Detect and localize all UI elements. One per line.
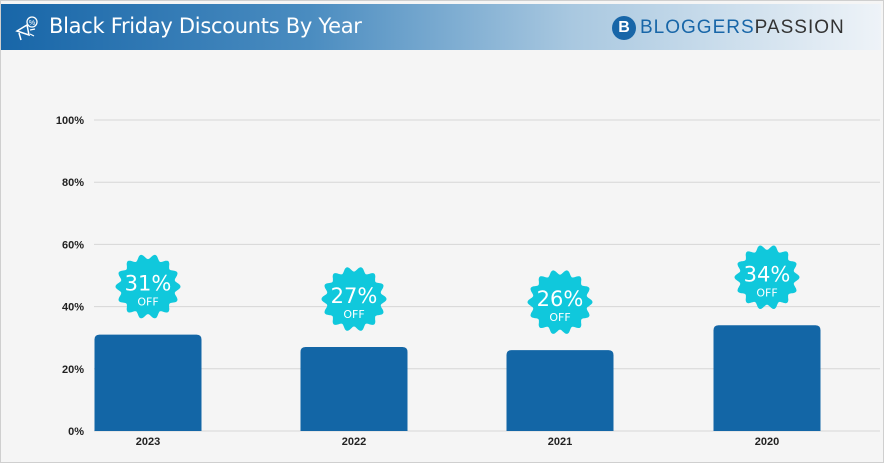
- discount-badge: [115, 254, 181, 319]
- svg-text:%: %: [29, 20, 35, 27]
- bar: [94, 334, 202, 431]
- x-tick-label: 2020: [755, 436, 779, 448]
- data-label-value: 27%: [331, 284, 378, 308]
- logo-text-passion: PASSION: [754, 17, 845, 38]
- y-tick-label: 80%: [62, 177, 84, 189]
- discount-badge: [321, 267, 387, 331]
- y-tick-label: 0%: [68, 426, 84, 438]
- data-label-suffix: OFF: [343, 308, 364, 321]
- brand-logo: B BLOGGERS PASSION: [612, 16, 845, 40]
- y-tick-label: 20%: [62, 364, 84, 376]
- bar: [506, 350, 614, 431]
- data-label-value: 31%: [125, 272, 172, 296]
- megaphone-discount-icon: %: [15, 16, 38, 41]
- discount-badge: [734, 245, 800, 309]
- data-label-suffix: OFF: [549, 311, 570, 324]
- discount-badge: [527, 270, 593, 334]
- data-label-value: 26%: [537, 287, 584, 311]
- bar: [713, 325, 821, 431]
- bar: [300, 347, 408, 431]
- data-label-suffix: OFF: [137, 296, 158, 309]
- chart-title: Black Friday Discounts By Year: [49, 14, 362, 38]
- y-tick-label: 40%: [62, 302, 84, 314]
- data-label-suffix: OFF: [756, 286, 777, 299]
- header-banner: % Black Friday Discounts By Year B BLOGG…: [1, 4, 881, 50]
- x-tick-label: 2021: [548, 436, 572, 448]
- x-tick-label: 2023: [136, 436, 160, 448]
- y-tick-label: 100%: [56, 115, 84, 127]
- logo-mark: B: [612, 16, 636, 40]
- y-tick-label: 60%: [62, 239, 84, 251]
- x-tick-label: 2022: [342, 436, 366, 448]
- logo-text-bloggers: BLOGGERS: [640, 17, 755, 38]
- data-label-value: 34%: [744, 262, 791, 286]
